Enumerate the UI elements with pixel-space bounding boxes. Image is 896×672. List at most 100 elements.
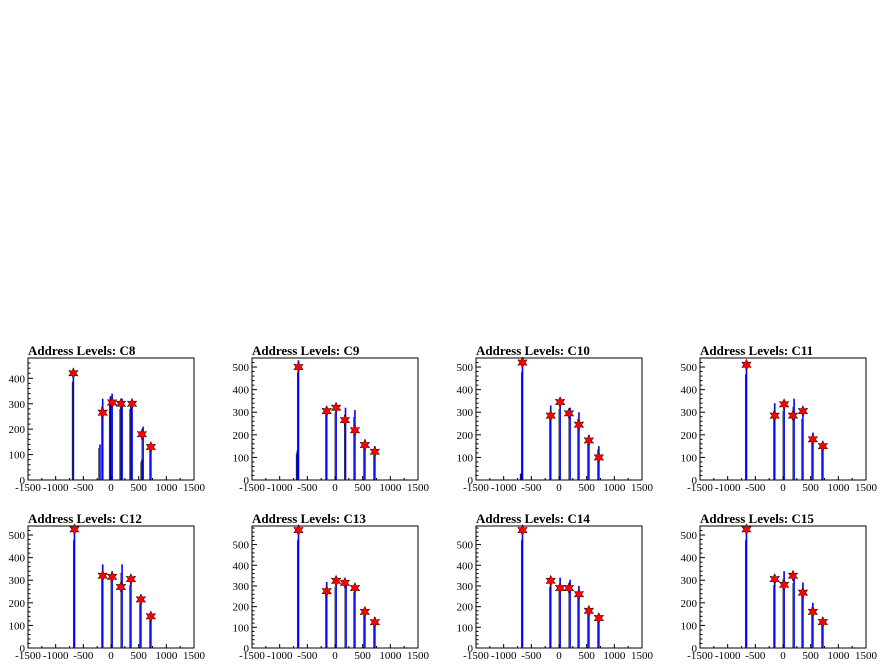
chart-svg: -1500 -1000 -500 0 500 1000 1500 0 100 200 300 400 5… [9,523,206,662]
peak-marker [106,570,118,583]
x-tick-label: 1500 [183,482,206,494]
x-tick-label: 500 [130,482,147,494]
chart-panel: Address Levels: C13 -1500 -1000 -500 0 500 100… [224,504,448,672]
y-tick-label: 0 [692,475,698,487]
x-tick-label: 1500 [631,482,654,494]
peak-marker [583,604,595,617]
peak-marker [787,569,799,582]
x-tick-label: 1000 [155,482,178,494]
x-tick-label: 500 [802,650,819,662]
x-tick-label: -1500 [15,650,41,662]
x-tick-label: 500 [354,650,371,662]
peak-marker [807,433,819,446]
x-tick-label: 0 [556,650,562,662]
x-tick-label: -1500 [239,482,265,494]
x-tick-label: -1500 [463,482,489,494]
x-tick-label: 0 [332,482,338,494]
peak-marker [593,451,605,464]
x-tick-label: -500 [745,482,766,494]
x-tick-label: 500 [578,482,595,494]
x-tick-label: 0 [332,650,338,662]
x-tick-label: -1000 [715,650,741,662]
chart-title: Address Levels: C10 [476,343,590,358]
x-tick-label: -500 [521,650,542,662]
chart-panel: Address Levels: C12 -1500 -1000 -500 0 500 100… [0,504,224,672]
y-tick-label: 300 [9,575,26,587]
chart-svg: -1500 -1000 -500 0 500 1000 1500 0 100 200 300 400 5… [457,523,654,662]
y-tick-label: 300 [681,407,698,419]
peak-marker [369,445,381,458]
chart-svg: -1500 -1000 -500 0 500 1000 1500 0 100 200 300 400 [9,357,206,494]
peak-marker [517,356,528,369]
y-tick-label: 0 [468,475,474,487]
x-tick-label: 500 [130,650,147,662]
y-tick-label: 100 [9,450,26,462]
y-tick-label: 0 [468,643,474,655]
y-tick-label: 500 [681,362,698,374]
y-tick-label: 400 [457,560,474,572]
peak-marker [293,523,304,537]
peak-marker [321,584,333,598]
chart-title: Address Levels: C12 [28,511,142,526]
peak-marker [778,398,790,411]
peak-marker [573,418,585,431]
x-tick-label: -1500 [687,482,713,494]
y-tick-label: 400 [9,373,26,385]
x-tick-label: 1500 [407,482,430,494]
x-tick-label: -1000 [267,650,293,662]
chart-panel: Address Levels: C14 -1500 -1000 -500 0 500 100… [448,504,672,672]
peak-marker [126,397,138,410]
chart-svg: -1500 -1000 -500 0 500 1000 1500 0 100 200 300 400 5… [233,357,430,494]
peak-marker [330,574,342,587]
peak-marker [136,428,148,441]
chart-svg: -1500 -1000 -500 0 500 1000 1500 0 100 200 300 400 5… [457,356,654,494]
x-tick-label: 0 [780,650,786,662]
x-tick-label: 1500 [855,482,878,494]
chart-panel: Address Levels: C10 -1500 -1000 -500 0 500 100… [448,336,672,504]
y-tick-label: 300 [233,407,250,419]
peak-marker [817,615,829,629]
y-tick-label: 200 [9,598,26,610]
y-tick-label: 0 [20,475,26,487]
chart-panel: Address Levels: C11 -1500 -1000 -500 0 500 100… [672,336,896,504]
peak-marker [554,581,566,595]
chart-panel: Address Levels: C8 -1500 -1000 -500 0 500 1000… [0,336,224,504]
peak-marker [97,569,109,582]
x-tick-label: -500 [73,650,94,662]
y-tick-label: 400 [457,385,474,397]
peak-marker [106,396,118,409]
x-tick-label: 500 [802,482,819,494]
chart-title: Address Levels: C13 [252,511,366,526]
y-tick-label: 300 [457,581,474,593]
chart-svg: -1500 -1000 -500 0 500 1000 1500 0 100 200 300 400 5… [681,357,878,494]
peak-marker [769,409,781,422]
x-tick-label: -1500 [15,482,41,494]
y-tick-label: 400 [233,385,250,397]
chart-title: Address Levels: C8 [28,343,136,358]
y-tick-label: 500 [457,362,474,374]
x-tick-label: -1500 [687,650,713,662]
x-tick-label: 1000 [603,650,626,662]
y-tick-label: 300 [457,407,474,419]
peak-marker [593,611,605,625]
peak-marker [97,406,109,419]
peak-marker [797,586,809,599]
y-tick-label: 200 [233,430,250,442]
x-tick-label: 1000 [379,650,402,662]
x-tick-label: -500 [745,650,766,662]
peak-marker [563,407,575,420]
y-tick-label: 200 [457,430,474,442]
peak-marker [115,397,127,410]
peak-marker [321,404,333,418]
peak-marker [817,439,829,453]
peak-marker [573,588,585,601]
peak-marker [349,581,361,595]
peak-marker [369,616,381,629]
x-tick-label: 500 [354,482,371,494]
y-tick-label: 0 [692,643,698,655]
y-tick-label: 400 [681,385,698,397]
y-tick-label: 100 [457,622,474,634]
y-tick-label: 400 [233,560,250,572]
y-tick-label: 300 [681,575,698,587]
